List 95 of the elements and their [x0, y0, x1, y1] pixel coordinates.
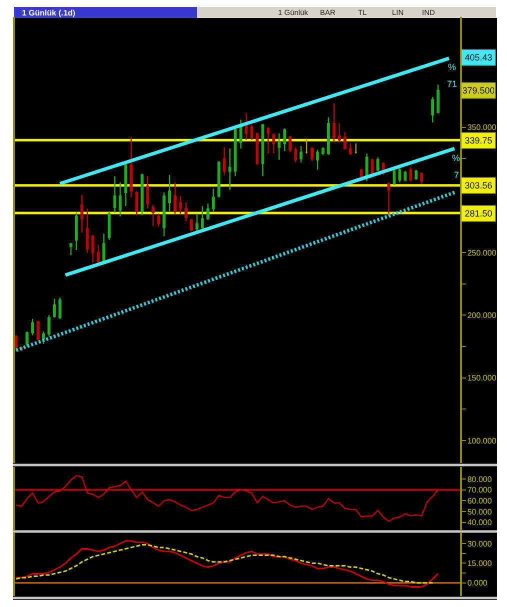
candlestick [80, 194, 84, 234]
candlestick [113, 176, 116, 214]
candlestick [332, 102, 336, 143]
candlestick [36, 320, 40, 341]
candlestick [283, 128, 286, 152]
candlestick [300, 145, 303, 163]
candlestick [91, 234, 94, 264]
candlestick [288, 135, 292, 153]
annotation: % [452, 153, 460, 163]
candlestick [250, 124, 254, 140]
y-tick-label: 150.000 [467, 374, 497, 383]
candlestick [157, 213, 160, 227]
candlestick [310, 146, 314, 162]
candlestick [294, 146, 298, 163]
candlestick [348, 142, 352, 156]
candlestick [354, 142, 358, 154]
chart-title: 1 Günlük (.1d) [22, 8, 76, 18]
candlestick [316, 149, 319, 170]
candlestick [52, 298, 56, 318]
candlestick [200, 206, 204, 230]
y-tick-label: 15.000 [467, 558, 492, 568]
candlestick [266, 126, 270, 154]
candlestick [42, 330, 45, 345]
candlestick [244, 112, 248, 140]
y-tick-label: 100.000 [467, 436, 497, 446]
candlestick [69, 243, 72, 256]
candlestick [431, 96, 434, 123]
candlestick [118, 182, 122, 217]
candlestick [86, 208, 89, 254]
candlestick [322, 146, 324, 156]
candlestick [387, 182, 390, 214]
annotation: 7 [454, 170, 460, 180]
ref-line-label: 281.50 [464, 208, 492, 218]
candlestick [130, 136, 133, 198]
candlestick [261, 124, 264, 177]
candlestick [124, 162, 128, 207]
candlestick [206, 203, 210, 221]
candlestick [414, 169, 418, 180]
annotation: 405.43 [464, 52, 492, 62]
line-series [15, 475, 439, 522]
candlestick [370, 158, 374, 177]
candlestick [31, 318, 34, 336]
candlestick [398, 166, 402, 183]
line-series [15, 540, 439, 588]
candlestick [228, 148, 232, 190]
candlestick [174, 182, 176, 214]
candlestick [146, 176, 150, 210]
candlestick [343, 132, 346, 150]
candlestick [234, 129, 237, 177]
candlestick [222, 146, 226, 176]
y-tick-label: 80.000 [467, 474, 492, 484]
candlestick [184, 202, 188, 222]
line-series [15, 544, 434, 584]
candlestick [190, 218, 193, 232]
candlestick [305, 138, 308, 154]
candlestick [327, 116, 330, 156]
annotation: % [448, 62, 456, 72]
y-tick-label: 350.000 [467, 123, 497, 132]
candlestick [58, 297, 62, 320]
candlestick [108, 210, 111, 241]
candlestick [338, 122, 341, 143]
candlestick [409, 166, 412, 182]
candlestick [365, 152, 368, 182]
y-tick-label: 40.000 [467, 518, 492, 528]
candlestick [168, 174, 172, 212]
ref-line-label: 339.75 [464, 136, 492, 146]
candlestick [15, 334, 18, 351]
candlestick [212, 188, 215, 212]
candlestick [48, 314, 50, 338]
y-tick-label: 60.000 [467, 496, 492, 506]
candlestick [420, 172, 424, 184]
candlestick [436, 84, 440, 114]
candlestick [96, 244, 100, 264]
ref-line-label: 303.56 [464, 180, 492, 190]
candlestick [26, 330, 29, 348]
candlestick [278, 132, 281, 160]
candlestick [404, 170, 407, 182]
candlestick [135, 190, 138, 216]
y-tick-label: 0.000 [467, 578, 488, 588]
y-tick-label: 250.000 [467, 248, 497, 258]
candlestick [74, 212, 78, 251]
candlestick [272, 132, 276, 154]
candlestick [162, 192, 166, 237]
candlestick [239, 119, 242, 150]
y-tick-label: 50.000 [467, 507, 492, 516]
candlestick [376, 156, 380, 172]
annotation: 71 [447, 79, 458, 89]
candlestick [360, 169, 363, 177]
candlestick [179, 196, 182, 214]
candlestick [217, 160, 220, 198]
candlestick [140, 173, 144, 216]
y-tick-label: 30.000 [467, 539, 492, 548]
y-tick-label: 70.000 [467, 486, 492, 495]
y-tick-label: 200.000 [467, 310, 497, 320]
candlestick [152, 204, 155, 227]
